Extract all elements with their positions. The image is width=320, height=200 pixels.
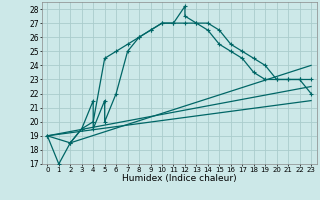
X-axis label: Humidex (Indice chaleur): Humidex (Indice chaleur) bbox=[122, 174, 236, 183]
